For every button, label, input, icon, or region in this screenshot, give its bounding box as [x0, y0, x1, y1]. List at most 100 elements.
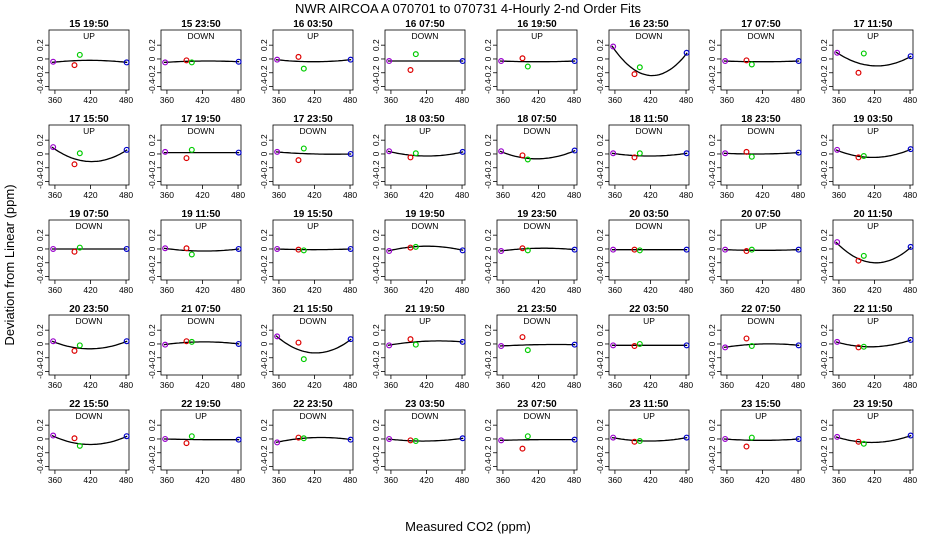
green-point: [188, 433, 195, 440]
fit-curve: [387, 437, 464, 442]
red-point: [631, 343, 638, 350]
fit-curve: [51, 146, 128, 163]
y-tick-label: 0: [595, 246, 605, 251]
red-point: [631, 154, 638, 161]
panel-direction: UP: [531, 31, 543, 41]
green-point: [300, 145, 307, 152]
panel-direction: UP: [643, 316, 655, 326]
x-tick-label: 420: [419, 95, 433, 105]
panel-label: 20 07:50: [741, 209, 781, 220]
y-axis-label: Deviation from Linear (ppm): [2, 184, 17, 345]
green-point: [188, 338, 195, 345]
blue-point: [683, 246, 690, 253]
panel-label: 23 15:50: [741, 399, 781, 410]
y-tick-label: -0.2: [371, 160, 381, 175]
y-tick-label: -0.2: [35, 350, 45, 365]
panel-direction: DOWN: [524, 411, 551, 421]
panel-direction: DOWN: [300, 411, 327, 421]
x-tick-label: 480: [343, 475, 357, 485]
y-tick-label: -0.2: [595, 445, 605, 460]
green-point: [860, 440, 867, 447]
purple-point: [162, 59, 169, 66]
panel-label: 18 11:50: [630, 114, 669, 125]
green-point: [748, 246, 755, 253]
green-point: [524, 63, 531, 70]
green-point: [300, 247, 307, 254]
x-tick-label: 360: [832, 190, 846, 200]
y-tick-label: 0.2: [819, 39, 829, 51]
blue-point: [683, 434, 690, 441]
panel-frame: [832, 124, 914, 186]
green-point: [412, 243, 419, 250]
purple-point: [386, 58, 393, 65]
panel-frame: [48, 409, 130, 471]
y-tick-label: 0: [819, 56, 829, 61]
purple-point: [50, 58, 57, 65]
y-tick-label: -0.2: [259, 445, 269, 460]
green-point: [860, 343, 867, 350]
y-tick-label: -0.4: [819, 459, 829, 474]
fit-curve: [163, 247, 240, 252]
y-tick-label: -0.4: [259, 364, 269, 379]
x-tick-label: 360: [832, 380, 846, 390]
panel-frame: [384, 124, 466, 186]
purple-point: [834, 146, 841, 153]
x-tick-label: 480: [455, 95, 469, 105]
y-tick-label: 0: [35, 436, 45, 441]
y-tick-label: 0: [707, 341, 717, 346]
panel-label: 20 11:50: [854, 209, 893, 220]
fit-curve: [723, 60, 800, 63]
y-tick-label: 0.2: [819, 419, 829, 431]
x-tick-label: 360: [720, 475, 734, 485]
y-tick-label: -0.2: [147, 445, 157, 460]
green-point: [860, 50, 867, 57]
purple-point: [498, 248, 505, 255]
y-tick-label: 0: [707, 436, 717, 441]
y-tick-label: -0.4: [35, 79, 45, 94]
fit-curve: [723, 151, 800, 155]
x-tick-label: 360: [608, 380, 622, 390]
panel-label: 20 03:50: [629, 209, 669, 220]
x-axis-label: Measured CO2 (ppm): [405, 519, 531, 534]
green-point: [524, 247, 531, 254]
panel-label: 16 03:50: [293, 19, 333, 30]
panel-direction: DOWN: [524, 221, 551, 231]
y-tick-label: -0.4: [595, 459, 605, 474]
y-tick-label: -0.4: [707, 174, 717, 189]
y-tick-label: 0: [371, 151, 381, 156]
x-tick-label: 360: [496, 95, 510, 105]
y-tick-label: 0: [819, 341, 829, 346]
x-tick-label: 480: [903, 95, 917, 105]
fit-curve: [723, 438, 800, 441]
panel-label: 21 23:50: [517, 304, 557, 315]
fit-curve: [835, 434, 912, 444]
red-point: [183, 57, 190, 64]
panel-direction: DOWN: [412, 411, 439, 421]
y-tick-label: -0.4: [595, 269, 605, 284]
y-tick-label: -0.2: [483, 65, 493, 80]
y-tick-label: -0.4: [371, 364, 381, 379]
x-tick-label: 480: [903, 475, 917, 485]
x-tick-label: 480: [455, 475, 469, 485]
x-tick-label: 480: [903, 190, 917, 200]
y-tick-label: -0.2: [595, 160, 605, 175]
fit-curve: [51, 434, 128, 446]
x-tick-label: 480: [231, 285, 245, 295]
panel-direction: UP: [867, 31, 879, 41]
x-tick-label: 360: [608, 190, 622, 200]
red-point: [71, 347, 78, 354]
red-point: [743, 443, 750, 450]
panel-label: 19 23:50: [517, 209, 557, 220]
panel-label: 22 03:50: [629, 304, 669, 315]
